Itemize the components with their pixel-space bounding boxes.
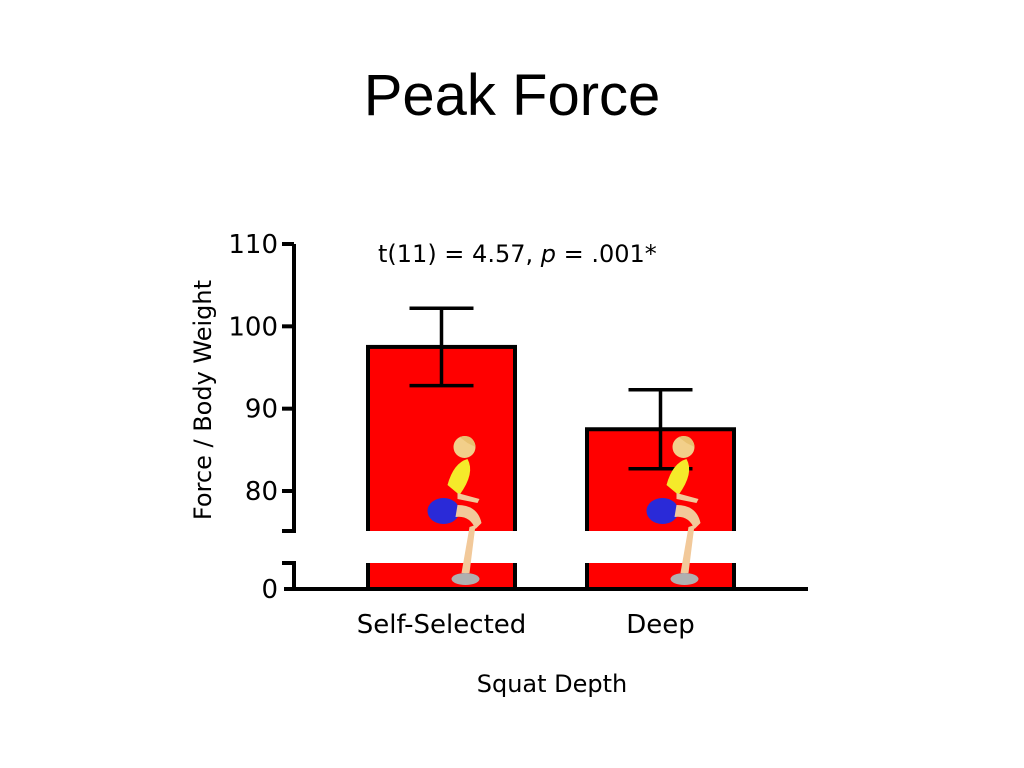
stat-prefix: t(11) = 4.57, (378, 240, 541, 268)
squat-figure-icon (646, 436, 701, 585)
bar-break-gap (364, 531, 519, 563)
x-axis-label: Squat Depth (477, 670, 628, 698)
x-tick-label: Deep (626, 610, 695, 640)
x-tick-label: Self-Selected (357, 610, 527, 640)
chart-title: Peak Force (363, 63, 661, 128)
y-tick-label: 100 (228, 312, 278, 342)
y-tick-label: 90 (245, 395, 278, 425)
y-tick-label: 110 (228, 230, 278, 260)
y-axis-label: Force / Body Weight (189, 280, 217, 520)
stat-suffix: = .001* (556, 240, 657, 268)
stat-p: p (540, 240, 556, 268)
stat-annotation: t(11) = 4.57, p = .001* (378, 240, 657, 268)
bar-break-gap (583, 531, 738, 563)
plot-area: Self-Selected Deep 0 80 90 100 110 (228, 230, 808, 640)
squat-figure-icon (427, 436, 482, 585)
y-tick-label: 0 (261, 575, 278, 605)
y-tick-label: 80 (245, 477, 278, 507)
